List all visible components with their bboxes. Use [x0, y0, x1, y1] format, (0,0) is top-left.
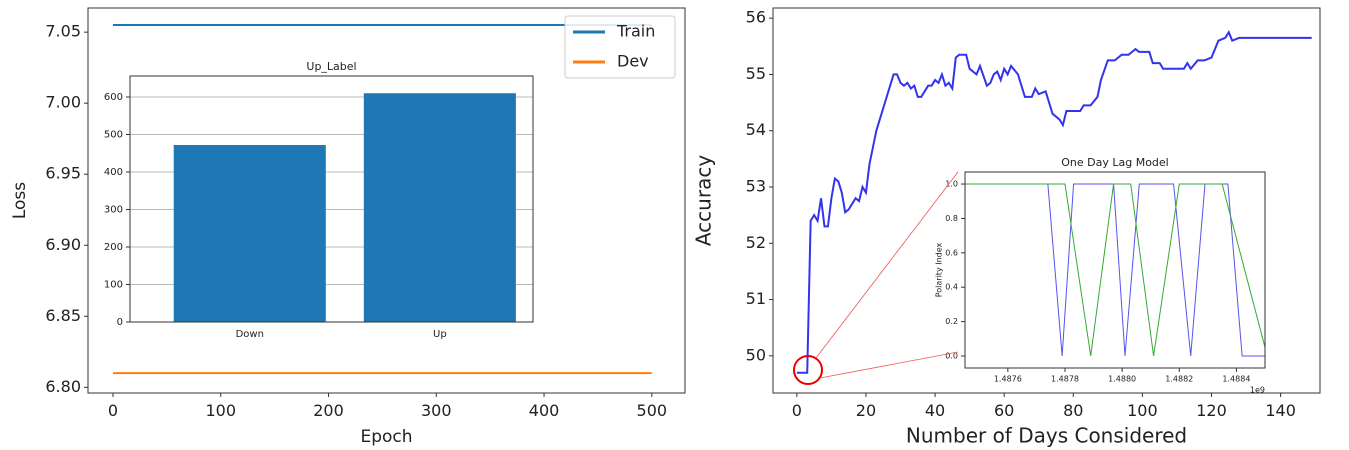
- x-tick-label: 1.4876: [994, 375, 1022, 384]
- y-tick-label: 7.00: [45, 93, 81, 112]
- data-line: [796, 29, 1312, 374]
- y-tick-label: 51: [746, 289, 766, 308]
- y-tick-label: 100: [104, 280, 123, 291]
- x-tick-label: 40: [925, 401, 945, 420]
- y-tick-label: 6.85: [45, 306, 81, 325]
- zoom-connector: [819, 351, 959, 379]
- x-tick-label: Up: [433, 329, 447, 340]
- y-tick-label: 500: [104, 130, 123, 141]
- y-tick-label: 55: [746, 64, 766, 83]
- y-tick-label: 7.05: [45, 22, 81, 41]
- y-tick-label: 0.2: [945, 317, 958, 326]
- x-tick-label: 100: [1127, 401, 1158, 420]
- y-tick-label: 50: [746, 345, 766, 364]
- y-tick-label: 0: [117, 317, 123, 328]
- y-axis-label: Accuracy: [692, 155, 716, 246]
- x-tick-label: Down: [236, 329, 264, 340]
- y-tick-label: 54: [746, 120, 766, 139]
- x-tick-label: 1.4880: [1108, 375, 1136, 384]
- x-tick-label: 0: [108, 401, 118, 420]
- y-tick-label: 56: [746, 8, 766, 27]
- x-tick-label: 400: [529, 401, 560, 420]
- y-tick-label: 52: [746, 233, 766, 252]
- y-tick-label: 6.90: [45, 235, 81, 254]
- axes-frame: [87, 7, 686, 394]
- x-axis-label: Epoch: [360, 427, 412, 447]
- x-tick-label: 300: [421, 401, 452, 420]
- x-tick-label: 140: [1265, 401, 1296, 420]
- bar: [363, 93, 516, 322]
- x-tick-label: 0: [792, 401, 802, 420]
- chart: Up_Label 0 100 200 300 400 500 600 Down Up: [104, 60, 534, 340]
- x-tick-label: 500: [637, 401, 668, 420]
- y-tick-label: 400: [104, 167, 123, 178]
- x-axis-label: Number of Days Considered: [906, 424, 1187, 448]
- axes-frame: [964, 171, 1266, 369]
- data-line: [965, 183, 1265, 357]
- axes-frame: [772, 7, 1321, 394]
- chart-title: Up_Label: [306, 60, 356, 73]
- chart-title: One Day Lag Model: [1061, 156, 1169, 169]
- x-tick-label: 1.4878: [1051, 375, 1079, 384]
- y-tick-label: 0.0: [945, 351, 958, 360]
- x-tick-label: 60: [994, 401, 1014, 420]
- x-offset-label: 1e9: [1250, 386, 1265, 395]
- data-line: [965, 183, 1266, 357]
- y-tick-label: 0.8: [945, 214, 958, 223]
- y-tick-label: 200: [104, 242, 123, 253]
- x-tick-label: 200: [313, 401, 344, 420]
- y-tick-label: 0.6: [945, 248, 958, 257]
- x-tick-label: 80: [1063, 401, 1083, 420]
- x-tick-label: 120: [1196, 401, 1227, 420]
- zoom-connector: [815, 171, 959, 359]
- y-tick-label: 600: [104, 92, 123, 103]
- y-tick-label: 6.80: [45, 377, 81, 396]
- x-tick-label: 1.4884: [1222, 375, 1250, 384]
- axes-frame: [129, 75, 534, 323]
- chart: One Day Lag Model 0.0 0.2 0.4 0.6 0.8 1.0 1.487…: [935, 156, 1266, 395]
- y-tick-label: 300: [104, 205, 123, 216]
- y-tick-label: 0.4: [945, 283, 958, 292]
- legend-label: Train: [616, 22, 655, 41]
- x-tick-label: 20: [856, 401, 876, 420]
- legend-label: Dev: [617, 52, 649, 71]
- y-tick-label: 53: [746, 176, 766, 195]
- zoom-marker: [793, 355, 823, 385]
- x-tick-label: 100: [205, 401, 236, 420]
- x-tick-label: 1.4882: [1165, 375, 1193, 384]
- y-axis-label: Polarity Index: [935, 242, 944, 297]
- bar: [173, 145, 326, 322]
- y-axis-label: Loss: [10, 182, 30, 219]
- y-tick-label: 1.0: [945, 180, 958, 189]
- y-tick-label: 6.95: [45, 164, 81, 183]
